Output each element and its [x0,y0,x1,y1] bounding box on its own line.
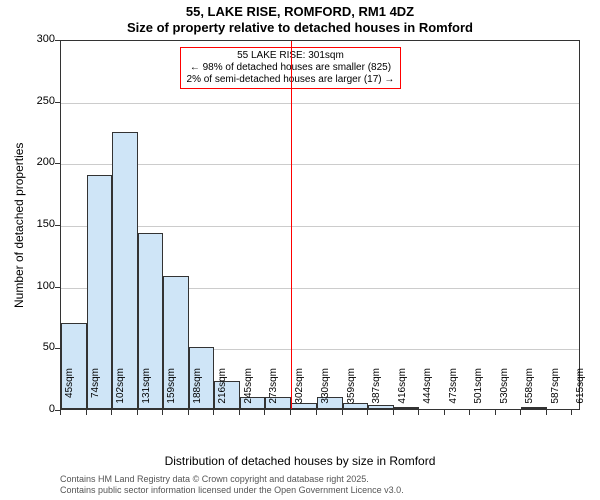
x-tick-mark [162,410,163,415]
y-tick-mark [55,163,60,164]
y-tick-mark [55,102,60,103]
y-tick-label: 0 [15,403,55,415]
x-tick-label: 131sqm [141,368,152,418]
x-tick-label: 45sqm [64,368,75,418]
x-tick-mark [418,410,419,415]
x-tick-label: 444sqm [422,368,433,418]
y-tick-mark [55,225,60,226]
x-tick-mark [469,410,470,415]
y-tick-label: 50 [15,341,55,353]
x-tick-label: 330sqm [320,368,331,418]
x-tick-label: 501sqm [473,368,484,418]
x-tick-mark [111,410,112,415]
x-tick-label: 615sqm [575,368,586,418]
x-tick-label: 273sqm [268,368,279,418]
x-tick-mark [520,410,521,415]
y-tick-label: 300 [15,33,55,45]
x-tick-mark [367,410,368,415]
x-tick-label: 387sqm [371,368,382,418]
grid-line [61,226,579,227]
x-tick-mark [571,410,572,415]
x-tick-label: 302sqm [294,368,305,418]
x-tick-mark [239,410,240,415]
x-tick-label: 558sqm [524,368,535,418]
x-tick-label: 416sqm [397,368,408,418]
plot-area: 55 LAKE RISE: 301sqm ← 98% of detached h… [60,40,580,410]
x-tick-mark [264,410,265,415]
y-tick-mark [55,348,60,349]
reference-line [291,41,292,409]
x-tick-label: 245sqm [243,368,254,418]
x-tick-label: 359sqm [346,368,357,418]
x-axis-label: Distribution of detached houses by size … [0,454,600,468]
x-tick-label: 74sqm [90,368,101,418]
y-tick-mark [55,40,60,41]
y-tick-label: 150 [15,218,55,230]
x-tick-label: 188sqm [192,368,203,418]
x-tick-mark [188,410,189,415]
x-tick-mark [444,410,445,415]
chart-title-line1: 55, LAKE RISE, ROMFORD, RM1 4DZ [0,4,600,19]
x-tick-mark [316,410,317,415]
y-tick-label: 250 [15,95,55,107]
x-tick-label: 587sqm [550,368,561,418]
x-tick-label: 473sqm [448,368,459,418]
x-tick-mark [495,410,496,415]
grid-line [61,103,579,104]
x-tick-mark [342,410,343,415]
x-tick-mark [290,410,291,415]
x-tick-mark [213,410,214,415]
y-tick-label: 100 [15,280,55,292]
x-tick-mark [546,410,547,415]
histogram-chart: 55, LAKE RISE, ROMFORD, RM1 4DZ Size of … [0,0,600,500]
footer-line1: Contains HM Land Registry data © Crown c… [60,474,404,485]
x-tick-label: 216sqm [217,368,228,418]
y-tick-label: 200 [15,156,55,168]
grid-line [61,164,579,165]
x-tick-mark [393,410,394,415]
x-tick-mark [60,410,61,415]
x-tick-mark [137,410,138,415]
y-tick-mark [55,287,60,288]
x-tick-label: 159sqm [166,368,177,418]
x-tick-label: 102sqm [115,368,126,418]
x-tick-mark [86,410,87,415]
chart-title-line2: Size of property relative to detached ho… [0,20,600,35]
x-tick-label: 530sqm [499,368,510,418]
footer-line2: Contains public sector information licen… [60,485,404,496]
footer-text: Contains HM Land Registry data © Crown c… [60,474,404,496]
